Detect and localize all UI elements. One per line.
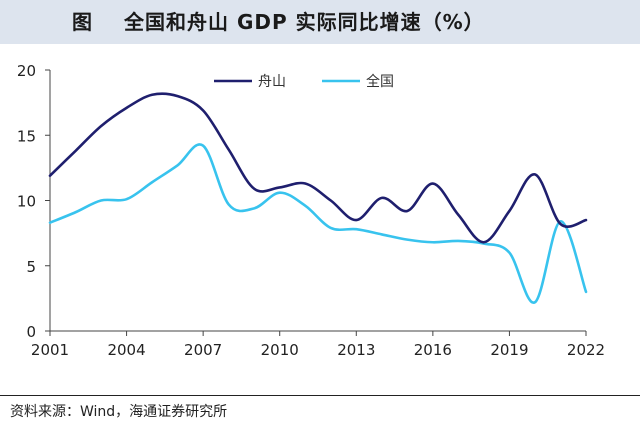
x-tick-label: 2004 bbox=[107, 341, 145, 359]
x-tick-label: 2007 bbox=[184, 341, 222, 359]
figure-label: 图 bbox=[72, 10, 92, 34]
y-tick-label: 10 bbox=[17, 193, 36, 211]
title-main: 全国和舟山 GDP 实际同比增速（%） bbox=[124, 10, 485, 34]
x-tick-label: 2016 bbox=[414, 341, 452, 359]
y-tick-label: 20 bbox=[17, 62, 36, 80]
y-tick-label: 5 bbox=[26, 258, 36, 276]
title-bar bbox=[0, 0, 640, 44]
legend-label: 全国 bbox=[366, 73, 394, 90]
x-tick-label: 2010 bbox=[261, 341, 299, 359]
series-line-national bbox=[48, 143, 588, 304]
source-note: 资料来源：Wind，海通证券研究所 bbox=[10, 404, 228, 420]
x-tick-label: 2019 bbox=[490, 341, 528, 359]
chart-area: 0 5 10 15 20 2001 2004 2007 2010 2013 2016 2019 2022… bbox=[0, 44, 640, 392]
source-divider bbox=[0, 395, 640, 396]
x-tick-label: 2013 bbox=[337, 341, 375, 359]
chart-title: 图 全国和舟山 GDP 实际同比增速（%） bbox=[0, 0, 640, 44]
line-chart: 0 5 10 15 20 2001 2004 2007 2010 2013 2016 2019 2022… bbox=[17, 62, 605, 359]
x-tick-label: 2022 bbox=[567, 341, 605, 359]
x-tick-label: 2001 bbox=[31, 341, 69, 359]
y-tick-label: 0 bbox=[26, 323, 36, 341]
legend-label: 舟山 bbox=[258, 74, 286, 90]
y-tick-label: 15 bbox=[17, 127, 36, 145]
series-line-zhoushan bbox=[48, 92, 588, 244]
